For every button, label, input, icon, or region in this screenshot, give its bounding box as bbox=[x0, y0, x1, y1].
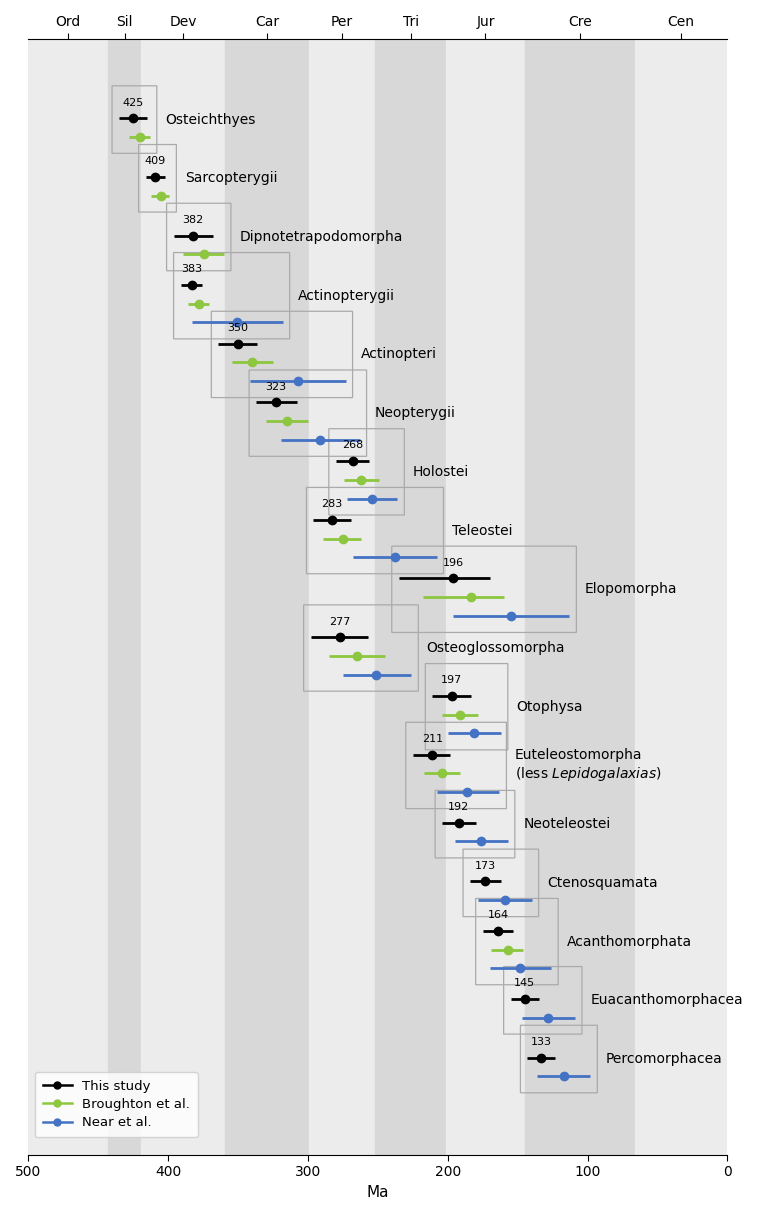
Text: 350: 350 bbox=[228, 323, 249, 333]
Bar bbox=[225, 39, 309, 1155]
Bar bbox=[28, 39, 108, 1155]
Text: 382: 382 bbox=[183, 215, 204, 225]
Bar bbox=[108, 39, 141, 1155]
Text: Osteichthyes: Osteichthyes bbox=[166, 113, 256, 126]
Bar bbox=[446, 39, 524, 1155]
Text: Holostei: Holostei bbox=[413, 465, 469, 479]
Text: 268: 268 bbox=[342, 440, 363, 451]
Text: Osteoglossomorpha: Osteoglossomorpha bbox=[427, 642, 565, 655]
Text: 164: 164 bbox=[487, 910, 509, 920]
Text: 283: 283 bbox=[321, 499, 342, 509]
Text: Neopterygii: Neopterygii bbox=[375, 406, 456, 420]
Text: 277: 277 bbox=[329, 616, 350, 627]
Legend: This study, Broughton et al., Near et al.: This study, Broughton et al., Near et al… bbox=[35, 1072, 198, 1137]
Text: Acanthomorphata: Acanthomorphata bbox=[566, 934, 692, 949]
Text: Percomorphacea: Percomorphacea bbox=[606, 1052, 723, 1066]
Text: Euteleostomorpha
(less $\it{Lepidogalaxias}$): Euteleostomorpha (less $\it{Lepidogalaxi… bbox=[515, 748, 661, 782]
Bar bbox=[375, 39, 446, 1155]
Text: Dipnotetrapodomorpha: Dipnotetrapodomorpha bbox=[239, 230, 402, 244]
Bar bbox=[141, 39, 225, 1155]
Text: Teleostei: Teleostei bbox=[452, 524, 512, 537]
Text: 197: 197 bbox=[441, 676, 462, 685]
Text: 425: 425 bbox=[123, 97, 144, 108]
X-axis label: Ma: Ma bbox=[367, 1185, 389, 1200]
Text: 383: 383 bbox=[181, 265, 202, 275]
Text: Otophysa: Otophysa bbox=[516, 700, 583, 713]
Text: Neoteleostei: Neoteleostei bbox=[523, 818, 611, 831]
Text: Actinopterygii: Actinopterygii bbox=[298, 289, 395, 303]
Bar bbox=[635, 39, 727, 1155]
Bar bbox=[309, 39, 375, 1155]
Text: 192: 192 bbox=[448, 802, 469, 812]
Text: 133: 133 bbox=[531, 1036, 552, 1047]
Text: 196: 196 bbox=[443, 558, 464, 567]
Text: Elopomorpha: Elopomorpha bbox=[585, 582, 678, 597]
Text: Actinopteri: Actinopteri bbox=[361, 347, 437, 361]
Text: 323: 323 bbox=[265, 382, 286, 391]
Text: 211: 211 bbox=[422, 734, 443, 744]
Text: Sarcopterygii: Sarcopterygii bbox=[185, 171, 277, 185]
Bar bbox=[524, 39, 635, 1155]
Text: Euacanthomorphacea: Euacanthomorphacea bbox=[591, 994, 743, 1007]
Text: 145: 145 bbox=[514, 978, 535, 988]
Text: 173: 173 bbox=[475, 861, 496, 871]
Text: Ctenosquamata: Ctenosquamata bbox=[547, 876, 657, 889]
Text: 409: 409 bbox=[145, 157, 166, 166]
